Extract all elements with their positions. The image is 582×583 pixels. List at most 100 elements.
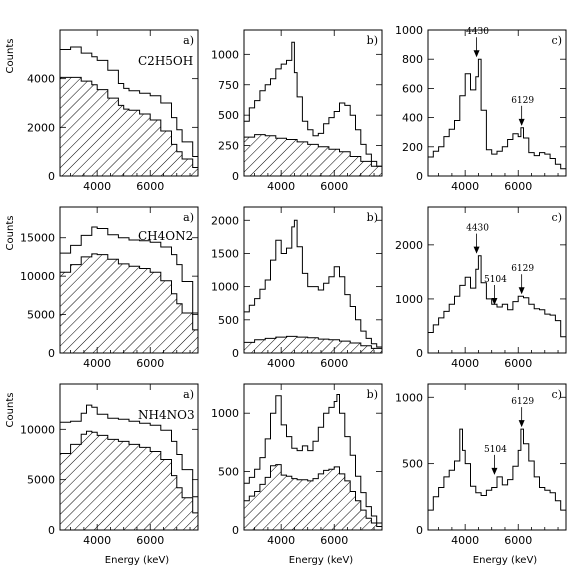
panel-1-a: 4000 6000 0 2000 4000 a) C2H5OH Counts <box>5 29 199 193</box>
y-tick-label: 0 <box>416 170 423 183</box>
x-tick-label: 4000 <box>267 357 295 370</box>
y-tick-label: 4000 <box>27 73 55 86</box>
x-tick-label: 6000 <box>136 180 164 193</box>
y-tick-label: 600 <box>402 82 423 95</box>
x-tick-label: 4000 <box>83 180 111 193</box>
y-tick-label: 0 <box>232 524 239 537</box>
background-spectrum-line <box>244 134 383 170</box>
y-tick-label: 0 <box>232 170 239 183</box>
y-tick-label: 1000 <box>211 48 239 61</box>
plot-frame <box>243 206 383 354</box>
panel-label: b) <box>367 211 378 224</box>
panel-3-a: 4000 6000 0 5000 10000 a) NH4NO3 Counts Energy (… <box>5 383 199 566</box>
y-tick-label: 2000 <box>395 239 423 252</box>
spectrum-line-series-1 <box>244 219 383 349</box>
y-tick-label: 1000 <box>395 24 423 37</box>
y-tick-label: 1500 <box>211 247 239 260</box>
background-spectrum-line <box>60 430 199 518</box>
y-tick-label: 1000 <box>395 391 423 404</box>
spectrum-line-series-1 <box>60 46 199 162</box>
background-spectrum-line <box>244 335 383 351</box>
x-tick-label: 4000 <box>267 180 295 193</box>
panel-2-b: 4000 6000 0 500 1000 1500 2000 b) <box>211 206 383 370</box>
y-tick-label: 0 <box>48 347 55 360</box>
x-tick-label: 4000 <box>83 534 111 547</box>
background-spectrum-line <box>60 76 199 170</box>
plot-frame <box>427 29 567 177</box>
panel-label: c) <box>552 211 562 224</box>
y-tick-label: 1000 <box>211 407 239 420</box>
peak-arrow-head <box>491 467 498 475</box>
x-axis-label: Energy (keV) <box>289 555 354 566</box>
y-tick-label: 5000 <box>27 309 55 322</box>
panel-label: a) <box>183 388 194 401</box>
y-axis-label: Counts <box>5 216 16 251</box>
y-tick-label: 500 <box>402 458 423 471</box>
hatched-fill-b <box>244 134 382 176</box>
plot-frame <box>59 29 199 177</box>
peak-arrow-head <box>518 420 525 428</box>
panel-label: b) <box>367 34 378 47</box>
y-tick-label: 2000 <box>27 121 55 134</box>
peak-annotation: 4430 <box>466 224 489 234</box>
y-tick-label: 500 <box>218 314 239 327</box>
y-tick-label: 400 <box>402 112 423 125</box>
y-tick-label: 15000 <box>20 232 55 245</box>
y-tick-label: 0 <box>48 170 55 183</box>
plot-frame <box>59 206 199 354</box>
peak-arrow-head <box>473 246 480 254</box>
y-tick-label: 800 <box>402 53 423 66</box>
panel-1-b: 4000 6000 0 250 500 750 1000 b) <box>211 29 383 193</box>
x-tick-label: 6000 <box>320 357 348 370</box>
y-tick-label: 0 <box>48 524 55 537</box>
peak-annotation: 6129 <box>511 397 534 407</box>
plot-frame <box>427 383 567 531</box>
x-tick-label: 4000 <box>267 534 295 547</box>
hatched-fill-a <box>60 253 198 353</box>
y-tick-label: 500 <box>218 466 239 479</box>
peak-arrow-head <box>491 298 498 306</box>
spectrum-line-series-1 <box>60 226 199 324</box>
spectrum-line-series-1 <box>244 41 383 169</box>
compound-label: NH4NO3 <box>138 408 195 422</box>
background-spectrum-line <box>244 464 383 528</box>
panel-1-c: 4000 6000 0 200 400 600 800 1000 c) 4430 6129 <box>395 24 567 193</box>
x-axis-label: Energy (keV) <box>473 555 538 566</box>
spectrum-line-series-1 <box>428 58 567 172</box>
x-tick-label: 4000 <box>83 357 111 370</box>
y-tick-label: 0 <box>232 347 239 360</box>
plot-frame <box>427 206 567 354</box>
y-tick-label: 200 <box>402 141 423 154</box>
x-tick-label: 6000 <box>136 534 164 547</box>
peak-arrow-head <box>518 118 525 126</box>
compound-label: C2H5OH <box>138 54 193 68</box>
compound-label: CH4ON2 <box>138 229 193 243</box>
panel-label: a) <box>183 211 194 224</box>
y-tick-label: 0 <box>416 347 423 360</box>
spectrum-line-series-1 <box>428 255 567 345</box>
plot-frame <box>243 383 383 531</box>
x-tick-label: 6000 <box>504 534 532 547</box>
plot-frame <box>59 383 199 531</box>
panel-3-b: 4000 6000 0 500 1000 b) Energy (keV) <box>211 383 383 566</box>
spectrum-line-series-1 <box>244 394 383 526</box>
peak-annotation: 5104 <box>484 445 507 455</box>
panel-label: c) <box>552 388 562 401</box>
hatched-fill-b <box>244 336 382 353</box>
x-tick-label: 6000 <box>320 180 348 193</box>
panel-2-a: 4000 6000 0 5000 10000 15000 a) CH4ON2 Counts <box>5 206 199 370</box>
y-tick-label: 5000 <box>27 474 55 487</box>
peak-annotation: 5104 <box>484 275 507 285</box>
background-spectrum-line <box>60 253 199 337</box>
panel-label: b) <box>367 388 378 401</box>
y-tick-label: 10000 <box>20 270 55 283</box>
x-tick-label: 6000 <box>504 180 532 193</box>
y-axis-label: Counts <box>5 393 16 428</box>
hatched-fill-a <box>60 431 198 530</box>
y-axis-label: Counts <box>5 39 16 74</box>
peak-arrow-head <box>518 287 525 295</box>
y-tick-label: 1000 <box>211 281 239 294</box>
hatched-fill-b <box>244 464 382 530</box>
y-tick-label: 750 <box>218 79 239 92</box>
